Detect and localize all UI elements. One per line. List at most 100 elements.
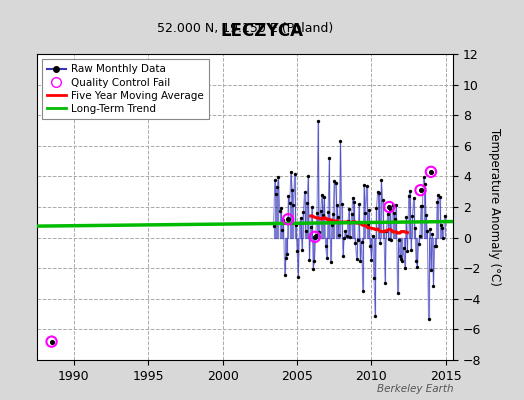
Point <box>435 194 444 200</box>
Point <box>284 193 292 200</box>
Point <box>283 250 291 257</box>
Point <box>353 255 361 262</box>
Point <box>331 180 340 186</box>
Point <box>340 234 348 241</box>
Point <box>282 255 290 261</box>
Point <box>318 192 326 198</box>
Point <box>377 177 386 184</box>
Point <box>418 203 427 209</box>
Point <box>336 138 345 144</box>
Title: 52.000 N, 19.150 E (Poland): 52.000 N, 19.150 E (Poland) <box>157 22 333 35</box>
Point <box>276 208 284 214</box>
Point <box>335 232 343 238</box>
Point <box>297 215 305 221</box>
Point <box>368 232 377 239</box>
Point <box>280 272 289 278</box>
Point <box>438 225 446 231</box>
Point <box>370 275 378 281</box>
Point <box>313 210 321 216</box>
Point <box>279 217 288 224</box>
Point <box>337 200 346 207</box>
Point <box>355 200 363 207</box>
Point <box>277 204 285 211</box>
Point <box>299 209 308 216</box>
Point <box>303 200 311 206</box>
Point <box>288 186 297 193</box>
Point <box>325 155 333 161</box>
Point <box>358 288 367 294</box>
Point <box>296 220 304 226</box>
Point <box>387 236 396 243</box>
Text: Berkeley Earth: Berkeley Earth <box>377 384 453 394</box>
Point <box>286 200 294 206</box>
Point <box>372 205 380 211</box>
Point <box>378 197 387 203</box>
Point <box>427 169 435 175</box>
Point <box>427 267 435 273</box>
Point <box>344 218 352 224</box>
Point <box>289 202 298 208</box>
Point <box>382 228 390 234</box>
Point <box>391 216 399 222</box>
Point <box>292 221 300 228</box>
Point <box>290 170 299 177</box>
Point <box>371 312 379 319</box>
Point <box>323 255 331 262</box>
Point <box>361 210 369 216</box>
Point <box>351 240 359 246</box>
Point <box>311 234 319 240</box>
Point <box>411 225 419 231</box>
Point <box>425 226 434 232</box>
Point <box>333 202 341 208</box>
Point <box>381 280 389 286</box>
Point <box>406 188 414 194</box>
Point <box>330 178 339 184</box>
Point <box>270 177 279 184</box>
Point <box>408 212 417 219</box>
Point <box>328 222 336 228</box>
Point <box>274 174 282 180</box>
Point <box>345 206 353 212</box>
Point <box>384 211 392 218</box>
Point <box>395 237 403 244</box>
Point <box>428 231 436 237</box>
Point <box>343 233 351 240</box>
Point <box>394 290 402 296</box>
Y-axis label: Temperature Anomaly (°C): Temperature Anomaly (°C) <box>488 128 501 286</box>
Point <box>431 243 439 249</box>
Point <box>334 214 342 220</box>
Point <box>419 174 428 180</box>
Point <box>386 206 394 212</box>
Point <box>392 202 400 208</box>
Point <box>310 258 319 264</box>
Point <box>47 338 56 345</box>
Point <box>439 235 447 242</box>
Point <box>284 216 292 222</box>
Point <box>315 229 324 236</box>
Point <box>398 258 407 264</box>
Point <box>305 257 314 263</box>
Point <box>385 204 394 210</box>
Point <box>341 228 350 235</box>
Point <box>350 199 358 205</box>
Point <box>385 236 393 242</box>
Point <box>414 241 423 247</box>
Point <box>432 243 440 249</box>
Point <box>367 257 376 263</box>
Point <box>302 228 310 234</box>
Point <box>357 239 366 246</box>
Point <box>401 265 409 272</box>
Legend: Raw Monthly Data, Quality Control Fail, Five Year Moving Average, Long-Term Tren: Raw Monthly Data, Quality Control Fail, … <box>42 59 209 119</box>
Point <box>311 232 320 238</box>
Point <box>348 194 357 201</box>
Point <box>360 182 368 188</box>
Point <box>47 338 56 345</box>
Point <box>417 187 425 193</box>
Point <box>433 199 441 205</box>
Point <box>396 253 404 259</box>
Point <box>339 252 347 259</box>
Point <box>321 243 330 249</box>
Point <box>364 221 372 228</box>
Point <box>309 266 318 272</box>
Point <box>362 183 370 190</box>
